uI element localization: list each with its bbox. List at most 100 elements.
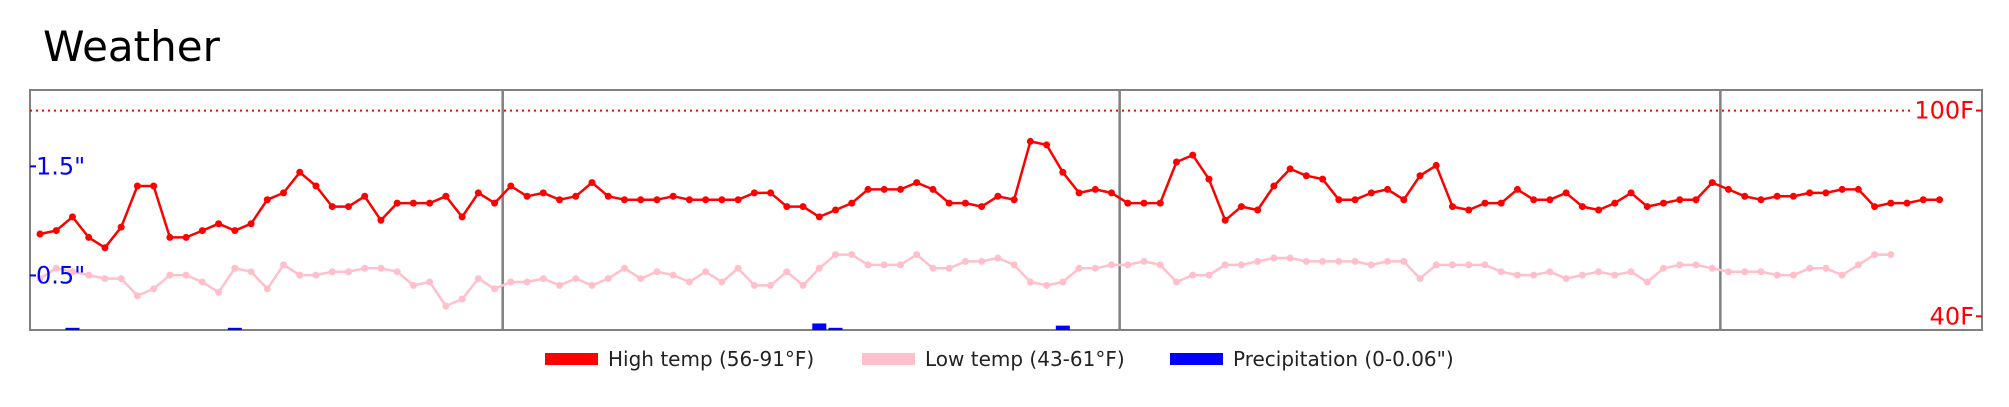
precipitation-bars bbox=[65, 323, 1070, 330]
high-temp-point bbox=[296, 168, 304, 176]
high-temp-point bbox=[1270, 182, 1278, 190]
low-temp-point bbox=[832, 251, 840, 259]
high-temp-point bbox=[1205, 175, 1213, 183]
high-temp-point bbox=[1724, 185, 1732, 193]
precip-bar bbox=[828, 327, 843, 330]
high-temp-point bbox=[117, 223, 125, 231]
low-temp-point bbox=[539, 275, 547, 283]
high-temp-point bbox=[1367, 189, 1375, 197]
high-temp-point bbox=[166, 233, 174, 241]
low-temp-point bbox=[815, 264, 823, 272]
high-temp-point bbox=[783, 203, 791, 211]
low-temp-point bbox=[734, 264, 742, 272]
high-temp-point bbox=[767, 189, 775, 197]
low-temp-point bbox=[848, 251, 856, 259]
low-temp-point bbox=[1465, 261, 1473, 269]
high-temp-point bbox=[1676, 196, 1684, 204]
low-temp-point bbox=[718, 278, 726, 286]
month-dividers bbox=[501, 90, 1722, 330]
high-temp-point bbox=[588, 179, 596, 187]
high-temp-point bbox=[361, 192, 369, 200]
high-temp-point bbox=[815, 213, 823, 221]
low-temp-point bbox=[1091, 264, 1099, 272]
low-temp-point bbox=[150, 285, 158, 293]
low-temp-point bbox=[1562, 275, 1570, 283]
low-temp-point bbox=[1351, 257, 1359, 265]
high-temp-point bbox=[604, 192, 612, 200]
high-temp-point bbox=[280, 189, 288, 197]
high-temp-point bbox=[702, 196, 710, 204]
high-temp-point bbox=[1643, 203, 1651, 211]
legend-swatch-low bbox=[862, 353, 915, 365]
high-temp-point bbox=[1546, 196, 1554, 204]
high-temp-point bbox=[539, 189, 547, 197]
high-temp-point bbox=[1221, 216, 1229, 224]
low-temp-point bbox=[507, 278, 515, 286]
high-temp-point bbox=[1091, 185, 1099, 193]
low-temp-point bbox=[1854, 261, 1862, 269]
high-temp-point bbox=[1075, 189, 1083, 197]
high-temp-point bbox=[1838, 185, 1846, 193]
low-temp-point bbox=[1026, 278, 1034, 286]
high-temp-point bbox=[1432, 161, 1440, 169]
legend-swatch-high bbox=[545, 353, 598, 365]
low-temp-point bbox=[1367, 261, 1375, 269]
low-temp-point bbox=[1172, 278, 1180, 286]
low-temp-point bbox=[1676, 261, 1684, 269]
low-temp-point bbox=[458, 295, 466, 303]
low-temp-point bbox=[231, 264, 239, 272]
low-temp-point bbox=[1156, 261, 1164, 269]
temp-tick-label: 100F bbox=[1914, 97, 1974, 125]
high-temp-point bbox=[1416, 172, 1424, 180]
low-temp-point bbox=[361, 264, 369, 272]
low-temp-point bbox=[296, 271, 304, 279]
low-temp-point bbox=[929, 264, 937, 272]
high-temp-point bbox=[1595, 206, 1603, 214]
low-temp-point bbox=[702, 268, 710, 276]
high-temp-point bbox=[1513, 185, 1521, 193]
high-temp-point bbox=[1903, 199, 1911, 207]
high-temp-point bbox=[1400, 196, 1408, 204]
low-temp-point bbox=[1692, 261, 1700, 269]
low-temp-point bbox=[1838, 271, 1846, 279]
low-temp-point bbox=[263, 285, 271, 293]
high-temp-point bbox=[1319, 175, 1327, 183]
low-temp-point bbox=[1140, 257, 1148, 265]
high-temp-point bbox=[36, 230, 44, 238]
low-temp-point bbox=[1416, 275, 1424, 283]
low-temp-point bbox=[1887, 251, 1895, 259]
high-temp-point bbox=[653, 196, 661, 204]
low-temp-point bbox=[198, 278, 206, 286]
low-temp-point bbox=[68, 268, 76, 276]
high-temp-point bbox=[1448, 203, 1456, 211]
low-temp-point bbox=[1302, 257, 1310, 265]
high-temp-point bbox=[1562, 189, 1570, 197]
high-temp-point bbox=[215, 220, 223, 228]
high-temp-point bbox=[1692, 196, 1700, 204]
high-temp-point bbox=[1026, 137, 1034, 145]
high-temp-point bbox=[978, 203, 986, 211]
low-temp-point bbox=[377, 264, 385, 272]
low-temp-point bbox=[1806, 264, 1814, 272]
high-temp-point bbox=[1627, 189, 1635, 197]
low-temp-point bbox=[133, 292, 141, 300]
high-temp-point bbox=[1578, 203, 1586, 211]
low-temp-point bbox=[1059, 278, 1067, 286]
low-temp-point bbox=[247, 268, 255, 276]
high-temp-point bbox=[1497, 199, 1505, 207]
low-temp-point bbox=[409, 281, 417, 289]
high-temp-point bbox=[929, 185, 937, 193]
low-temp-point bbox=[166, 271, 174, 279]
low-temp-point bbox=[669, 271, 677, 279]
high-temp-point bbox=[556, 196, 564, 204]
low-temp-point bbox=[328, 268, 336, 276]
precip-bar bbox=[227, 327, 242, 330]
low-temp-point bbox=[1822, 264, 1830, 272]
low-temp-point bbox=[1043, 281, 1051, 289]
low-temp-point bbox=[491, 285, 499, 293]
high-temp-point bbox=[1854, 185, 1862, 193]
legend-label-low: Low temp (43-61°F) bbox=[925, 347, 1125, 371]
high-temp-point bbox=[1806, 189, 1814, 197]
low-temp-point bbox=[864, 261, 872, 269]
